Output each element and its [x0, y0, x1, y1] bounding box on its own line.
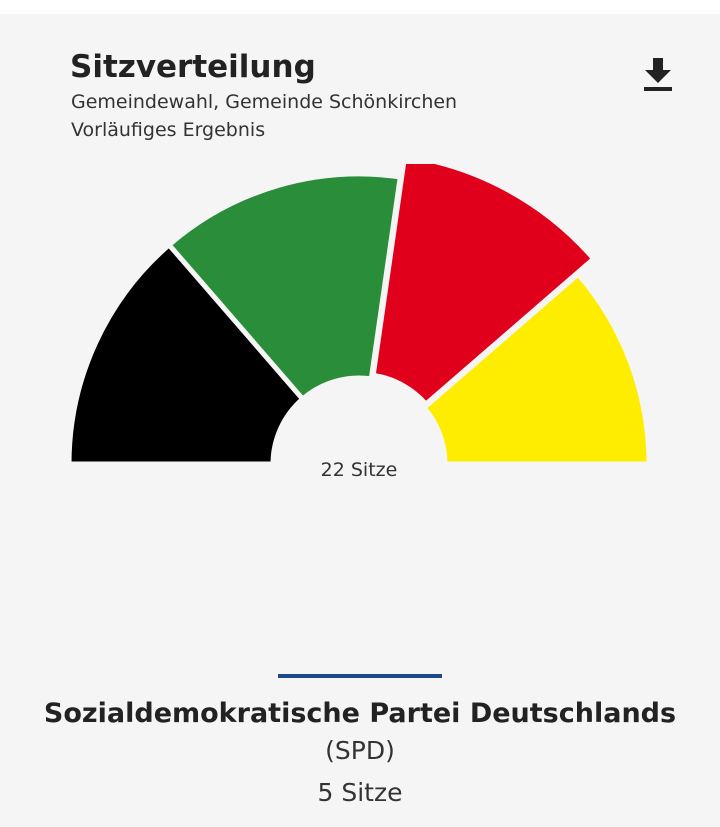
- chart-slice-3-selected[interactable]: [370, 164, 598, 408]
- seat-distribution-card: Sitzverteilung Gemeindewahl, Gemeinde Sc…: [0, 14, 720, 827]
- download-button[interactable]: [638, 54, 678, 94]
- chart-subtitle: Gemeindewahl, Gemeinde Schönkirchen: [71, 91, 458, 113]
- chart-slice-1[interactable]: [66, 241, 307, 467]
- chart-slice-2[interactable]: [165, 171, 404, 403]
- download-icon: [644, 58, 672, 91]
- selected-party-name: Sozialdemokratische Partei Deutschlands: [43, 698, 677, 729]
- selected-party-seats: 5 Sitze: [317, 778, 403, 807]
- total-seats-label: 22 Sitze: [321, 459, 398, 481]
- result-status: Vorläufiges Ergebnis: [71, 119, 266, 141]
- chart-slice-4[interactable]: [420, 270, 652, 467]
- chart-slices: [66, 164, 652, 467]
- selected-party-abbreviation: (SPD): [325, 736, 395, 765]
- seat-distribution-chart: 22 Sitze: [66, 164, 652, 481]
- chart-title: Sitzverteilung: [70, 49, 316, 85]
- selection-divider: [278, 674, 442, 678]
